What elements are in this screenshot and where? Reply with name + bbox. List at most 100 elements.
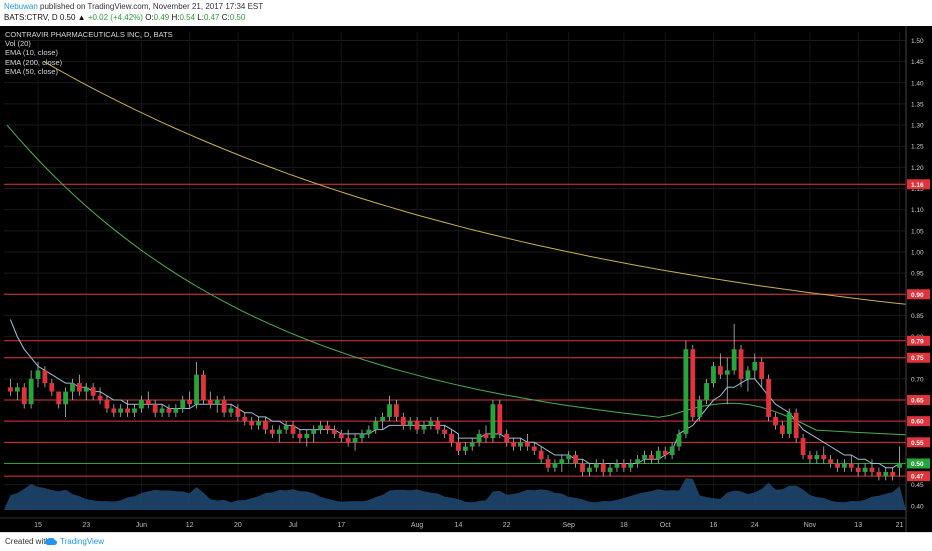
- publish-header: Nebuwan published on TradingView.com, No…: [0, 0, 932, 26]
- candle: [635, 455, 641, 468]
- candle-body: [111, 408, 117, 413]
- candle-body: [504, 433, 510, 443]
- candle: [421, 421, 427, 434]
- candle: [876, 467, 882, 481]
- candle-body: [690, 349, 696, 417]
- candle: [83, 383, 89, 401]
- candle: [366, 425, 372, 439]
- candle-body: [435, 421, 441, 430]
- candle: [842, 459, 847, 472]
- candle-body: [387, 404, 392, 417]
- candle: [628, 459, 634, 472]
- candle: [531, 442, 537, 456]
- candle: [276, 425, 282, 443]
- candle-body: [697, 400, 703, 417]
- price-tag-label: 1.16: [911, 182, 924, 189]
- author-link[interactable]: Nebuwan: [4, 2, 38, 11]
- candle: [828, 455, 834, 468]
- tradingview-link[interactable]: TradingView: [60, 537, 105, 546]
- open-value: 0.49: [153, 13, 170, 22]
- candle: [8, 378, 13, 396]
- price-tag: [907, 471, 930, 482]
- chart-area[interactable]: 15 23 Jun 12 20 Jul 17 Aug 14 22 Sep 18 Oct 16 24 Nov 13…: [0, 26, 932, 532]
- candle-body: [235, 408, 241, 417]
- candle-body: [704, 383, 709, 401]
- candle: [173, 404, 179, 417]
- candle: [394, 400, 399, 422]
- candle: [414, 416, 420, 434]
- price-tag-label: 0.60: [911, 419, 924, 426]
- legend-volume[interactable]: Vol (20): [5, 39, 31, 49]
- y-tick-label: 0.45: [911, 482, 924, 489]
- price-tag: [907, 416, 930, 427]
- candle: [835, 459, 840, 472]
- y-tick-label: 1.40: [911, 80, 924, 87]
- candle-body: [338, 433, 344, 439]
- ema-50-line: [6, 124, 907, 436]
- candle: [263, 416, 268, 434]
- price-tag: [907, 179, 930, 190]
- candle-body: [586, 467, 592, 472]
- candle: [400, 412, 406, 430]
- candle-body: [421, 425, 427, 430]
- legend-ema-10[interactable]: EMA (10, close): [5, 48, 58, 58]
- price-tag: [907, 458, 930, 469]
- x-tick-label: Nov: [804, 522, 817, 529]
- candle-body: [573, 455, 579, 464]
- high-value: 0.54: [179, 13, 196, 22]
- candle-body: [173, 408, 179, 413]
- candle-body: [380, 416, 386, 422]
- price-tag-label: 0.90: [911, 292, 924, 299]
- candle-body: [628, 463, 634, 468]
- candle-body: [869, 467, 875, 472]
- candle-body: [779, 425, 785, 434]
- cloud-icon: [45, 538, 57, 545]
- candle: [242, 412, 248, 426]
- candle: [76, 374, 82, 396]
- candle: [614, 459, 620, 472]
- publish-info: Nebuwan published on TradingView.com, No…: [4, 2, 263, 11]
- candle: [152, 400, 158, 417]
- x-tick-label: 15: [34, 522, 42, 529]
- candle: [42, 366, 48, 388]
- candle-body: [290, 425, 296, 434]
- candle-body: [283, 425, 289, 430]
- candle-body: [159, 408, 165, 413]
- price-chart[interactable]: 15 23 Jun 12 20 Jul 17 Aug 14 22 Sep 18 Oct 16 24 Nov 13…: [0, 26, 932, 532]
- x-tick-label: 16: [710, 522, 718, 529]
- price-tag: [907, 437, 930, 448]
- x-tick-label: 20: [234, 522, 242, 529]
- y-tick-label: 1.05: [911, 228, 924, 235]
- legend-ema-200[interactable]: EMA (200, close): [5, 57, 63, 67]
- price-tag-label: 0.47: [911, 474, 924, 481]
- candle: [283, 421, 289, 434]
- price-tag: [907, 289, 930, 300]
- price-change: +0.02 (+4.42%): [87, 13, 143, 22]
- candle: [662, 446, 668, 460]
- candle-body: [559, 459, 565, 464]
- candle: [883, 467, 889, 481]
- x-tick-label: Sep: [562, 522, 575, 529]
- candle: [380, 412, 386, 430]
- candle: [304, 429, 310, 447]
- x-tick-label: 13: [854, 522, 862, 529]
- candle: [70, 378, 75, 401]
- candle-body: [276, 429, 282, 434]
- candle: [28, 370, 34, 409]
- candle-body: [897, 463, 902, 468]
- candle-body: [325, 425, 330, 430]
- high-label: H:: [169, 13, 180, 22]
- low-value: 0.47: [203, 13, 220, 22]
- candle: [325, 421, 330, 434]
- candle: [345, 429, 351, 447]
- candle-body: [242, 416, 248, 422]
- candle-body: [538, 450, 544, 460]
- candle: [269, 425, 275, 439]
- candle: [483, 425, 489, 443]
- candle-body: [14, 387, 20, 392]
- candle: [187, 391, 193, 409]
- candle: [607, 463, 613, 477]
- candle-body: [580, 463, 585, 472]
- legend-ema-50[interactable]: EMA (50, close): [5, 66, 58, 76]
- x-tick-label: 21: [896, 522, 904, 529]
